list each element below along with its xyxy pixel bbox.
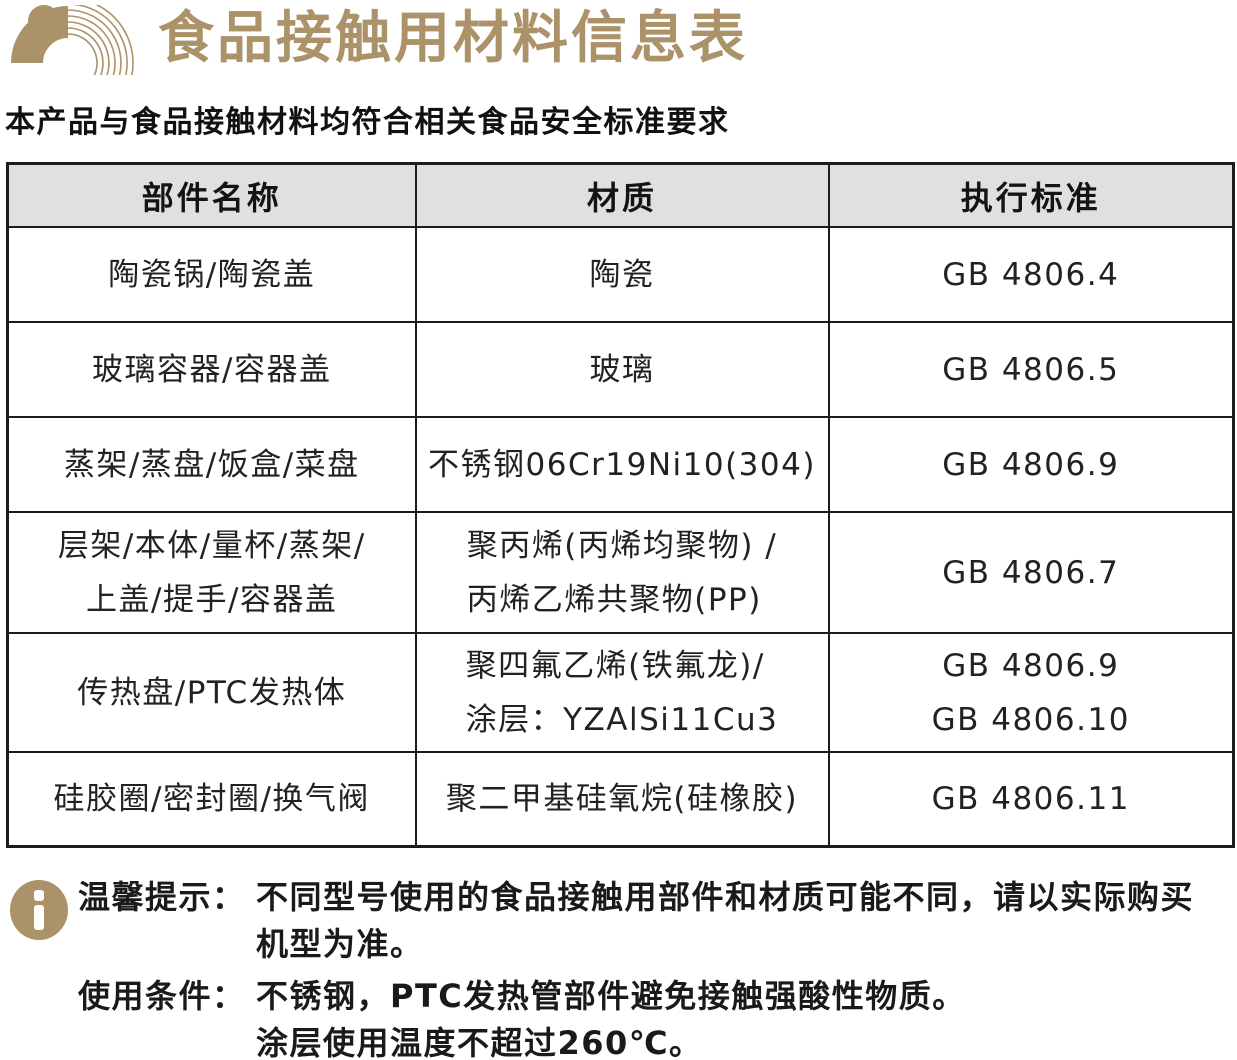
part-cell: 玻璃容器/容器盖 <box>6 321 417 418</box>
cell-line: 玻璃 <box>589 351 655 388</box>
note-body: 不锈钢，PTC发热管部件避免接触强酸性物质。 涂层使用温度不超过260℃。 <box>256 973 1237 1060</box>
note-line: 机型为准。 <box>256 925 424 963</box>
materials-table: 部件名称 材质 执行标准 陶瓷锅/陶瓷盖 陶瓷 GB 4806.4 玻璃容器/容… <box>6 162 1235 848</box>
cell-line: 蒸架/蒸盘/饭盒/菜盘 <box>63 446 360 483</box>
cell-line: 陶瓷 <box>589 256 655 293</box>
column-header-part: 部件名称 <box>6 162 417 228</box>
column-header-standard: 执行标准 <box>827 162 1235 228</box>
part-cell: 硅胶圈/密封圈/换气阀 <box>6 751 417 848</box>
material-lines: 聚丙烯(丙烯均聚物) / 丙烯乙烯共聚物(PP) <box>467 519 778 627</box>
brand-arc-logo-icon <box>11 5 134 75</box>
cell-line: GB 4806.4 <box>942 256 1120 293</box>
material-cell: 聚四氟乙烯(铁氟龙)/ 涂层：YZAlSi11Cu3 <box>414 632 830 753</box>
cell-line: 陶瓷锅/陶瓷盖 <box>108 256 316 293</box>
info-icon <box>10 880 68 940</box>
cell-line: GB 4806.7 <box>942 554 1120 591</box>
standard-cell: GB 4806.5 <box>827 321 1235 418</box>
note-line: 涂层使用温度不超过260℃。 <box>256 1024 703 1060</box>
note-label: 温馨提示： <box>78 878 246 916</box>
material-cell: 聚二甲基硅氧烷(硅橡胶) <box>414 751 830 848</box>
intro-text: 本产品与食品接触材料均符合相关食品安全标准要求 <box>5 105 730 140</box>
standard-cell: GB 4806.7 <box>827 511 1235 634</box>
cell-line: 聚四氟乙烯(铁氟龙)/ <box>465 647 765 684</box>
standard-cell: GB 4806.9 GB 4806.10 <box>827 632 1235 753</box>
table-row: 传热盘/PTC发热体 聚四氟乙烯(铁氟龙)/ 涂层：YZAlSi11Cu3 GB… <box>6 632 1235 753</box>
part-cell: 传热盘/PTC发热体 <box>6 632 417 753</box>
cell-line: GB 4806.11 <box>931 781 1130 817</box>
cell-line: GB 4806.5 <box>942 351 1120 388</box>
note-body: 不同型号使用的食品接触用部件和材质可能不同，请以实际购买 机型为准。 <box>256 874 1237 968</box>
table-row: 硅胶圈/密封圈/换气阀 聚二甲基硅氧烷(硅橡胶) GB 4806.11 <box>6 751 1235 848</box>
standard-cell: GB 4806.11 <box>827 751 1235 848</box>
cell-line: 聚二甲基硅氧烷(硅橡胶) <box>445 781 799 817</box>
cell-line: 层架/本体/量杯/蒸架/ <box>57 527 366 564</box>
material-lines: 聚四氟乙烯(铁氟龙)/ 涂层：YZAlSi11Cu3 <box>466 639 779 747</box>
page-title: 食品接触用材料信息表 <box>158 6 748 71</box>
cell-line: 不锈钢06Cr19Ni10(304) <box>428 446 816 483</box>
table-row: 玻璃容器/容器盖 玻璃 GB 4806.5 <box>6 321 1235 418</box>
note-item-use-condition: 使用条件： 不锈钢，PTC发热管部件避免接触强酸性物质。 涂层使用温度不超过26… <box>78 973 1237 1060</box>
table-row: 层架/本体/量杯/蒸架/ 上盖/提手/容器盖 聚丙烯(丙烯均聚物) / 丙烯乙烯… <box>6 511 1235 634</box>
material-cell: 玻璃 <box>414 321 830 418</box>
cell-line: 聚丙烯(丙烯均聚物) / <box>466 527 778 564</box>
cell-line: 丙烯乙烯共聚物(PP) <box>466 581 762 618</box>
standard-cell: GB 4806.9 <box>827 416 1235 513</box>
note-label: 使用条件： <box>78 977 246 1015</box>
part-cell: 蒸架/蒸盘/饭盒/菜盘 <box>6 416 417 513</box>
cell-line: 上盖/提手/容器盖 <box>86 581 338 618</box>
cell-line: 传热盘/PTC发热体 <box>77 674 347 711</box>
part-cell: 层架/本体/量杯/蒸架/ 上盖/提手/容器盖 <box>6 511 417 634</box>
cell-line: GB 4806.9 <box>942 446 1120 483</box>
material-cell: 不锈钢06Cr19Ni10(304) <box>414 416 830 513</box>
column-header-material: 材质 <box>414 162 830 228</box>
cell-line: 玻璃容器/容器盖 <box>92 351 332 388</box>
note-line: 不同型号使用的食品接触用部件和材质可能不同，请以实际购买 <box>256 878 1195 916</box>
cell-line: GB 4806.9 <box>942 647 1120 684</box>
material-cell: 陶瓷 <box>414 226 830 323</box>
header: 食品接触用材料信息表 <box>0 0 1237 75</box>
cell-line: 硅胶圈/密封圈/换气阀 <box>53 781 370 817</box>
part-cell: 陶瓷锅/陶瓷盖 <box>6 226 417 323</box>
table-row: 陶瓷锅/陶瓷盖 陶瓷 GB 4806.4 <box>6 226 1235 323</box>
cell-line: 涂层：YZAlSi11Cu3 <box>465 701 779 738</box>
cell-line: GB 4806.10 <box>931 701 1130 738</box>
note-item-warm-tip: 温馨提示： 不同型号使用的食品接触用部件和材质可能不同，请以实际购买 机型为准。 <box>78 874 1237 968</box>
note-line: 不锈钢，PTC发热管部件避免接触强酸性物质。 <box>256 977 966 1015</box>
table-row: 蒸架/蒸盘/饭盒/菜盘 不锈钢06Cr19Ni10(304) GB 4806.9 <box>6 416 1235 513</box>
notes-section: 温馨提示： 不同型号使用的食品接触用部件和材质可能不同，请以实际购买 机型为准。… <box>0 874 1237 1060</box>
material-cell: 聚丙烯(丙烯均聚物) / 丙烯乙烯共聚物(PP) <box>414 511 830 634</box>
table-header-row: 部件名称 材质 执行标准 <box>6 162 1235 228</box>
standard-cell: GB 4806.4 <box>827 226 1235 323</box>
